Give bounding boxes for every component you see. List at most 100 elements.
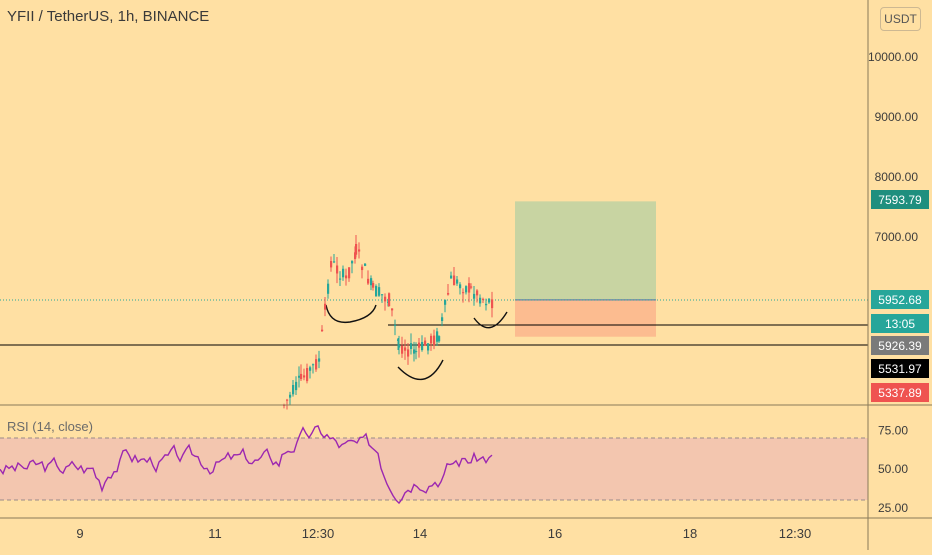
candle-body [289, 394, 292, 398]
candle-body [364, 263, 367, 266]
candle-body [418, 342, 421, 348]
candle-body [342, 268, 345, 278]
price-label-black: 5531.97 [878, 362, 922, 376]
candle-body [488, 298, 491, 303]
candle-body [465, 286, 468, 293]
candle-body [351, 261, 354, 264]
candle-body [298, 375, 301, 378]
rsi-pane[interactable] [0, 425, 868, 505]
candle-body [391, 308, 394, 311]
candle-body [309, 367, 312, 371]
rsi-tick-label: 50.00 [878, 462, 908, 476]
price-label-target-bg [871, 190, 929, 209]
price-label-last-bg [871, 290, 929, 309]
candle-body [300, 373, 303, 380]
candle-body [459, 284, 462, 289]
candle-body [468, 283, 471, 293]
candle-body [424, 340, 427, 346]
candle-body [470, 286, 473, 288]
candle-body [348, 267, 351, 279]
candle-body [447, 293, 450, 295]
candle-body [441, 317, 444, 322]
countdown-label: 13:05 [885, 317, 915, 331]
countdown-label-bg [871, 314, 929, 333]
candle-body [413, 349, 416, 354]
candle-body [306, 368, 309, 382]
candle-body [388, 293, 391, 307]
candle-body [345, 275, 348, 279]
rsi-title: RSI (14, close) [7, 419, 93, 434]
rsi-line [0, 425, 493, 505]
candle-body [339, 278, 342, 280]
candle-body [476, 290, 479, 296]
price-pane[interactable] [0, 201, 868, 410]
candle-body [479, 297, 482, 304]
candle-body [324, 303, 327, 310]
time-tick-label: 9 [76, 526, 83, 541]
candle-body [427, 343, 430, 351]
candle-body [303, 375, 306, 378]
price-tick-label: 9000.00 [875, 110, 919, 124]
candle-body [485, 303, 488, 306]
candle-body [295, 381, 298, 391]
candle-body [456, 279, 459, 284]
price-label-last: 5952.68 [878, 293, 922, 307]
candle-body [336, 265, 339, 274]
candle-body [433, 335, 436, 346]
candle-body [438, 336, 441, 342]
rsi-tick-label: 25.00 [878, 501, 908, 515]
arc-right [473, 311, 508, 329]
arc-left [325, 304, 377, 324]
time-tick-label: 11 [208, 526, 222, 541]
candle-body [370, 278, 373, 286]
candle-body [330, 261, 333, 268]
candle-body [361, 266, 364, 271]
time-tick-label: 14 [413, 526, 427, 541]
candle-body [367, 278, 370, 284]
currency-button[interactable]: USDT [880, 7, 921, 31]
candle-body [407, 349, 410, 357]
candle-body [450, 275, 453, 279]
candle-body [358, 249, 361, 252]
candle-body [312, 364, 315, 366]
candle-body [462, 292, 465, 294]
time-tick-label: 12:30 [779, 526, 812, 541]
price-label-stop-bg [871, 383, 929, 402]
price-tick-label: 8000.00 [875, 170, 919, 184]
rsi-band [0, 438, 868, 500]
price-label-black-bg [871, 359, 929, 378]
time-tick-label: 12:30 [302, 526, 335, 541]
rsi-tick-label: 75.00 [878, 423, 908, 437]
candle-body [292, 384, 295, 395]
target-zone [515, 201, 656, 300]
candle-body [421, 342, 424, 351]
candle-body [491, 299, 494, 309]
time-tick-label: 18 [683, 526, 697, 541]
candle-body [415, 351, 418, 353]
candle-body [318, 358, 321, 362]
candle-body [430, 335, 433, 344]
candle-body [473, 293, 476, 299]
chart-title: YFII / TetherUS, 1h, BINANCE [7, 8, 210, 25]
candle-body [410, 343, 413, 349]
candle-body [286, 399, 289, 401]
price-label-level-bg [871, 336, 929, 355]
candle-body [398, 344, 401, 348]
candle-body [378, 287, 381, 296]
candle-body [444, 299, 447, 305]
candle-body [482, 298, 485, 300]
candle-body [327, 283, 330, 294]
price-tick-label: 7000.00 [875, 230, 919, 244]
candle-body [404, 347, 407, 351]
price-label-stop: 5337.89 [878, 386, 922, 400]
candle-body [436, 331, 439, 342]
candle-body [372, 283, 375, 288]
candle-body [397, 339, 400, 341]
candle-body [321, 329, 324, 332]
candle-body [315, 359, 318, 370]
candle-body [354, 252, 357, 259]
candle-body [375, 286, 378, 297]
price-tick-label: 10000.00 [868, 50, 918, 64]
